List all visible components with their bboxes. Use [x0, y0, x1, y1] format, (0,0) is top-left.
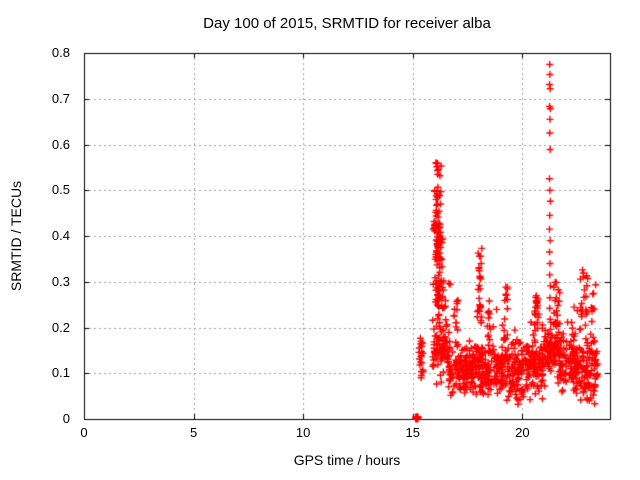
y-tick-label: 0 [62, 411, 70, 426]
y-tick-label: 0.8 [51, 45, 70, 60]
x-tick-label: 20 [515, 425, 530, 440]
x-axis-label: GPS time / hours [293, 452, 401, 468]
y-tick-label: 0.5 [51, 182, 70, 198]
y-tick-label: 0.1 [51, 365, 70, 381]
x-tick-label: 5 [189, 425, 198, 440]
x-tick-label: 15 [405, 425, 420, 440]
x-tick-label: 10 [295, 425, 311, 440]
x-tick-label: 0 [80, 425, 88, 440]
y-tick-label: 0.7 [51, 90, 70, 106]
y-tick-label: 0.4 [51, 228, 70, 243]
y-tick-label: 0.6 [51, 136, 70, 152]
chart-title: Day 100 of 2015, SRMTID for receiver alb… [203, 15, 491, 32]
y-tick-label: 0.3 [51, 273, 70, 289]
y-tick-label: 0.2 [51, 319, 70, 335]
